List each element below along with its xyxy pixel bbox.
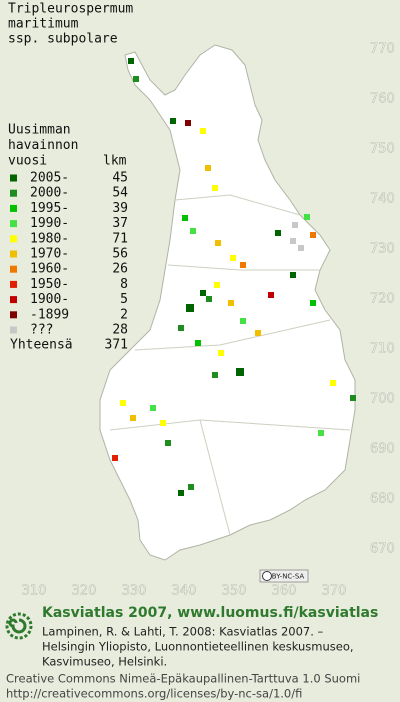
legend-label: 1950- (30, 277, 69, 292)
legend-count: 56 (112, 247, 128, 262)
legend-swatch (10, 204, 17, 212)
legend-swatch (10, 265, 17, 273)
brand: Kasviatlas 2007, www.luomus.fi/kasviatla… (42, 605, 378, 621)
legend-count: 39 (112, 201, 128, 216)
legend-swatch (10, 189, 17, 197)
grid-y-label: 670 (370, 542, 395, 557)
legend-label: 2005- (30, 171, 69, 186)
grid-x-label: 360 (272, 584, 297, 599)
title-line: ssp. subpolare (8, 32, 118, 47)
grid-y-label: 680 (370, 492, 395, 507)
grid-y-label: 690 (370, 442, 395, 457)
legend-swatch (10, 250, 17, 258)
province-borders (109, 194, 351, 536)
grid-y-label: 720 (370, 292, 395, 307)
legend-swatch (10, 235, 17, 243)
legend-count: 2 (120, 307, 128, 322)
legend-label: 1980- (30, 231, 69, 246)
legend-swatch (10, 220, 17, 228)
legend-swatch (10, 174, 17, 182)
legend-count: 71 (112, 231, 128, 246)
grid-y-label: 740 (370, 192, 395, 207)
legend-heading: vuosi (8, 154, 47, 169)
grid-x-label: 330 (122, 584, 147, 599)
cc-badge: BY-NC-SA (259, 569, 309, 583)
legend-total: 371 (105, 338, 128, 353)
legend-label: 1900- (30, 292, 69, 307)
legend-label: 1990- (30, 216, 69, 231)
legend-total-label: Yhteensä (10, 338, 73, 353)
legend-count: 28 (112, 323, 128, 338)
grid-y-label: 710 (370, 342, 395, 357)
legend-swatch (10, 311, 17, 319)
finland-outline (99, 44, 356, 561)
title-line: Tripleurospermum (8, 2, 133, 17)
grid-y-label: 750 (370, 142, 395, 157)
license-line: http://creativecommons.org/licenses/by-n… (6, 687, 302, 701)
grid-y-label: 770 (370, 42, 395, 57)
occurrence-squares (112, 58, 356, 496)
legend-swatch (10, 280, 17, 288)
legend-label: ??? (30, 323, 53, 338)
grid-x-label: 310 (22, 584, 47, 599)
license-line: Creative Commons Nimeä-Epäkaupallinen-Ta… (6, 672, 360, 686)
title-line: maritimum (8, 17, 79, 32)
citation-line: Kasvimuseo, Helsinki. (42, 655, 167, 669)
legend-count: 37 (112, 216, 128, 231)
grid-x-label: 350 (222, 584, 247, 599)
legend-count: 26 (112, 262, 128, 277)
legend-label: 2000- (30, 186, 69, 201)
grid-y-label: 760 (370, 92, 395, 107)
legend-swatch (10, 296, 17, 304)
grid-x-label: 320 (72, 584, 97, 599)
legend-count: 45 (112, 171, 128, 186)
grid-x-label: 340 (172, 584, 197, 599)
legend-swatch (10, 326, 17, 334)
citation-line: Lampinen, R. & Lahti, T. 2008: Kasviatla… (42, 625, 324, 639)
legend-label: 1995- (30, 201, 69, 216)
legend-label: -1899 (30, 307, 69, 322)
badge-text: BY-NC-SA (272, 573, 305, 581)
legend-count: 8 (120, 277, 128, 292)
logo (5, 612, 33, 640)
legend-heading: havainnon (8, 138, 78, 153)
legend-label: 1970- (30, 247, 69, 262)
legend-count-heading: lkm (103, 154, 127, 169)
grid-y-label: 730 (370, 242, 395, 257)
legend-count: 54 (112, 186, 128, 201)
legend-count: 5 (120, 292, 128, 307)
footer: Kasviatlas 2007, www.luomus.fi/kasviatla… (6, 605, 378, 701)
legend-label: 1960- (30, 262, 69, 277)
legend-heading: Uusimman (8, 123, 71, 138)
grid-y-label: 700 (370, 392, 395, 407)
citation-line: Helsingin Yliopisto, Luonnontieteellinen… (42, 640, 354, 654)
grid-labels: 310 320 330 340 350 360 370 770 760 750 740 730 720 7… (21, 41, 395, 599)
grid-x-label: 370 (322, 584, 347, 599)
